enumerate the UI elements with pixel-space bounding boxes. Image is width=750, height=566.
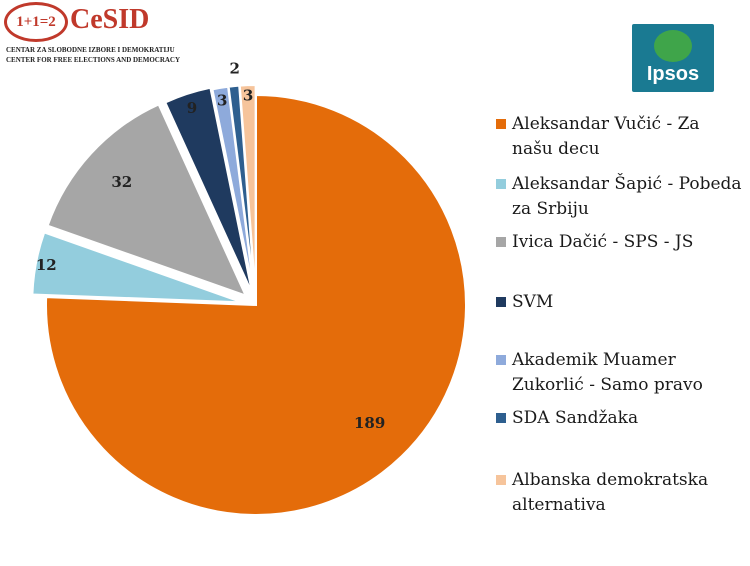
legend-label: Akademik Muamer Zukorlić - Samo pravo xyxy=(512,350,703,395)
legend-label: Aleksandar Vučić - Za našu decu xyxy=(512,114,700,159)
pie-slice xyxy=(238,84,257,296)
slice-value-label: 189 xyxy=(354,414,385,432)
legend-label: Albanska demokratska alternativa xyxy=(512,470,709,515)
legend-swatch xyxy=(496,413,506,423)
cesid-badge: 1+1=2 xyxy=(4,2,68,42)
cesid-name: CeSID xyxy=(70,4,150,35)
pie-slice xyxy=(46,103,248,298)
slice-value-label: 9 xyxy=(187,99,197,117)
slice-value-label: 12 xyxy=(36,256,57,274)
legend-swatch xyxy=(496,475,506,485)
legend-label: Ivica Dačić - SPS - JS xyxy=(512,232,694,252)
pie-slice xyxy=(163,86,254,295)
cesid-subtitle-en: CENTER FOR FREE ELECTIONS AND DEMOCRACY xyxy=(6,56,181,64)
ipsos-name: Ipsos xyxy=(646,63,700,85)
pie-slice xyxy=(45,93,467,516)
ipsos-tree-icon xyxy=(654,30,692,62)
legend-swatch xyxy=(496,119,506,129)
slice-value-label: 3 xyxy=(243,87,253,105)
slice-value-label: 3 xyxy=(217,91,227,109)
legend-label: Aleksandar Šapić - Pobeda za Srbiju xyxy=(512,174,742,219)
ipsos-logo: Ipsos xyxy=(632,24,714,92)
cesid-subtitle-sr: CENTAR ZA SLOBODNE IZBORE I DEMOKRATIJU xyxy=(6,46,175,54)
legend-label: SDA Sandžaka xyxy=(512,408,639,428)
legend-swatch xyxy=(496,355,506,365)
slice-value-label: 32 xyxy=(111,173,132,191)
legend-swatch xyxy=(496,297,506,307)
cesid-logo: 1+1=2 CeSID CENTAR ZA SLOBODNE IZBORE I … xyxy=(4,2,180,66)
legend-swatch xyxy=(496,237,506,247)
slice-value-label: 2 xyxy=(230,59,240,77)
legend-swatch xyxy=(496,179,506,189)
pie-slice xyxy=(31,231,243,304)
legend-label: SVM xyxy=(512,292,554,312)
